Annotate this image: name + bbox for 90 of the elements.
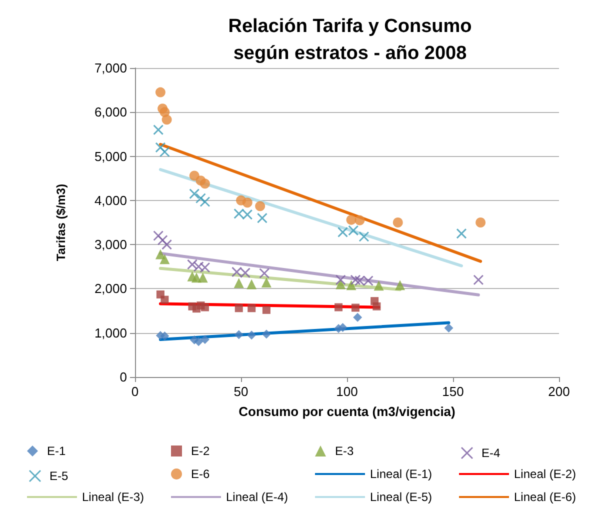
y-tick-label: 3,000 xyxy=(94,237,127,252)
point xyxy=(160,331,170,340)
point xyxy=(234,278,244,288)
point xyxy=(256,212,268,224)
point xyxy=(338,323,348,332)
legend-label: Lineal (E-1) xyxy=(370,467,432,481)
x-tick-label: 150 xyxy=(442,384,464,399)
point xyxy=(200,334,210,344)
point xyxy=(350,274,361,286)
legend-label: Lineal (E-3) xyxy=(82,490,144,504)
legend-label: E-1 xyxy=(47,444,66,458)
point xyxy=(200,303,209,312)
point xyxy=(395,280,405,290)
point xyxy=(392,218,403,228)
point xyxy=(200,178,210,189)
point xyxy=(346,280,356,290)
point xyxy=(242,198,252,208)
point xyxy=(194,337,204,346)
x-tick-label: 0 xyxy=(131,384,139,399)
point xyxy=(473,274,484,286)
point xyxy=(159,146,170,158)
point xyxy=(348,225,359,236)
y-tick-label: 1,000 xyxy=(94,325,127,340)
x-tick-label: 100 xyxy=(336,384,358,399)
x-axis-title: Consumo por cuenta (m3/vigencia) xyxy=(238,404,456,419)
legend-label: E-4 xyxy=(482,446,500,460)
point xyxy=(338,226,348,238)
point xyxy=(232,266,242,278)
y-tick-label: 2,000 xyxy=(94,281,127,296)
point xyxy=(476,218,486,228)
point xyxy=(195,192,206,204)
y-tick-label: 6,000 xyxy=(94,104,127,120)
point xyxy=(234,208,244,219)
point xyxy=(240,268,250,278)
point xyxy=(160,254,170,264)
point xyxy=(198,272,208,283)
point xyxy=(200,262,210,273)
point xyxy=(160,296,169,304)
point xyxy=(200,196,210,208)
point xyxy=(162,114,172,125)
chart-title: Relación Tarifa y Consumo según estratos - año 2008 xyxy=(228,16,472,64)
legend-label: Lineal (E-5) xyxy=(370,490,432,504)
point xyxy=(335,274,346,286)
point xyxy=(262,306,270,314)
point xyxy=(354,276,365,286)
point xyxy=(351,304,360,312)
point xyxy=(189,188,200,200)
point xyxy=(336,279,346,290)
point xyxy=(358,231,370,242)
point xyxy=(153,124,164,136)
y-tick-label: 4,000 xyxy=(94,192,127,208)
legend-label: E-5 xyxy=(50,469,68,483)
legend-label: E-2 xyxy=(191,444,210,458)
point xyxy=(374,280,384,291)
point xyxy=(261,278,272,288)
point xyxy=(259,268,270,279)
point xyxy=(242,209,253,220)
legend-label: Lineal (E-2) xyxy=(514,467,576,481)
point xyxy=(334,303,343,312)
legend-label: E-3 xyxy=(335,444,354,458)
y-tick-label: 7,000 xyxy=(94,60,127,76)
point xyxy=(246,279,257,290)
point xyxy=(255,201,266,212)
point xyxy=(456,228,467,239)
x-tick-label: 200 xyxy=(548,384,570,399)
legend-label: E-6 xyxy=(191,467,210,481)
point xyxy=(234,304,243,312)
point xyxy=(353,312,362,322)
point xyxy=(372,302,381,310)
y-tick-label: 0 xyxy=(120,370,127,384)
point xyxy=(193,261,204,272)
point xyxy=(247,330,256,340)
y-axis-title: Tarifas ($/m3) xyxy=(54,184,68,262)
point xyxy=(444,324,454,332)
legend-label: Lineal (E-6) xyxy=(514,490,576,504)
point xyxy=(155,87,166,98)
point xyxy=(157,234,168,246)
point xyxy=(155,142,166,153)
y-tick-label: 5,000 xyxy=(94,148,127,164)
x-tick-label: 50 xyxy=(234,384,248,399)
point xyxy=(248,304,256,312)
point xyxy=(262,330,271,339)
point xyxy=(153,230,164,241)
point xyxy=(186,259,198,270)
point xyxy=(234,330,244,340)
legend-label: Lineal (E-4) xyxy=(226,490,288,504)
point xyxy=(354,215,365,226)
point xyxy=(162,239,172,250)
point xyxy=(362,276,374,286)
point xyxy=(346,214,356,225)
